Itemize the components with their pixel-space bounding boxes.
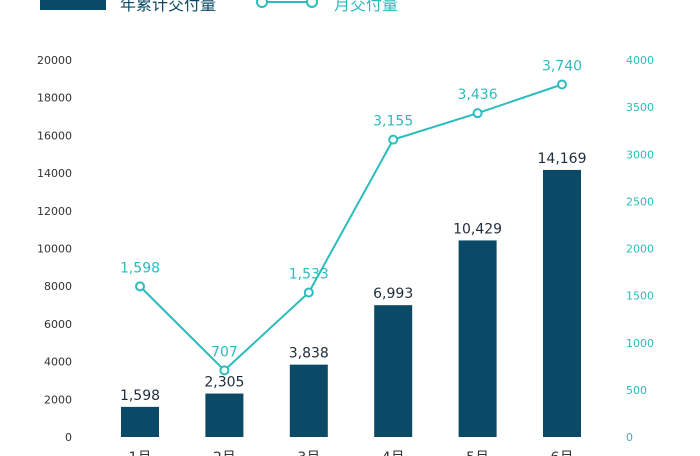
line-point (303, 287, 314, 298)
line-point (135, 281, 145, 292)
category-label: 3月 (297, 450, 320, 456)
category-label: 1月 (129, 450, 152, 456)
bar (374, 305, 413, 437)
line-value-label: 1,598 (120, 260, 160, 276)
bar-value-label: 3,838 (289, 346, 329, 362)
legend-bar-swatch (40, 0, 106, 10)
right-tick-label: 4000 (626, 54, 654, 67)
right-tick-label: 0 (626, 431, 633, 444)
bar-value-label: 1,598 (120, 388, 160, 404)
legend-line-label: 月交付量 (334, 0, 398, 14)
line-point (388, 134, 399, 145)
legend-bar-label: 年累计交付量 (120, 0, 216, 14)
line-series: 1,598 707 1,533 3,155 3,436 3,740 (120, 59, 582, 376)
right-tick-label: 2500 (626, 195, 654, 208)
legend-line-marker-left (256, 0, 268, 8)
line-path (139, 83, 563, 372)
category-label: 6月 (551, 450, 574, 456)
legend-line-marker-right (306, 0, 318, 8)
left-tick-label: 20000 (37, 54, 72, 67)
bar (458, 240, 497, 437)
line-value-label: 3,740 (542, 59, 582, 75)
bar-value-label: 14,169 (538, 151, 587, 167)
x-axis: 1月 2月 3月 4月 5月 6月 (129, 450, 574, 456)
left-y-axis: 0 2000 4000 6000 8000 10000 12000 14000 16000 180… (37, 54, 72, 444)
category-label: 4月 (382, 450, 405, 456)
category-label: 2月 (213, 450, 236, 456)
bar-value-label: 10,429 (453, 221, 502, 237)
left-tick-label: 14000 (37, 167, 72, 180)
bar-value-label: 6,993 (373, 286, 413, 302)
right-y-axis: 0 500 1000 1500 2000 2500 3000 3500 4000 (626, 54, 654, 444)
left-tick-label: 16000 (37, 129, 72, 142)
right-tick-label: 1000 (626, 337, 654, 350)
line-value-label: 707 (211, 344, 238, 360)
bar (543, 169, 581, 437)
left-tick-label: 18000 (37, 92, 72, 105)
line-value-label: 3,436 (458, 87, 498, 103)
line-point (219, 365, 230, 376)
left-tick-label: 8000 (44, 280, 72, 293)
line-point (557, 79, 567, 90)
left-tick-label: 10000 (37, 243, 72, 256)
right-tick-label: 3500 (626, 101, 654, 114)
bar-value-label: 2,305 (204, 375, 244, 391)
right-tick-label: 2000 (626, 243, 654, 256)
left-tick-label: 12000 (37, 205, 72, 218)
right-tick-label: 500 (626, 384, 647, 397)
line-point (472, 108, 483, 119)
left-tick-label: 4000 (44, 356, 72, 369)
bar-series: 1,598 2,305 3,838 6,993 10,429 14,169 (120, 151, 587, 437)
bar (289, 364, 328, 437)
chart-legend: 年累计交付量 月交付量 (40, 0, 398, 14)
category-label: 5月 (466, 450, 489, 456)
bar (121, 406, 159, 437)
line-value-label: 1,533 (289, 267, 329, 283)
bar (205, 393, 244, 437)
left-tick-label: 2000 (44, 393, 72, 406)
left-tick-label: 6000 (44, 318, 72, 331)
line-value-label: 3,155 (373, 114, 413, 130)
right-tick-label: 3000 (626, 148, 654, 161)
right-tick-label: 1500 (626, 290, 654, 303)
left-tick-label: 0 (65, 431, 72, 444)
